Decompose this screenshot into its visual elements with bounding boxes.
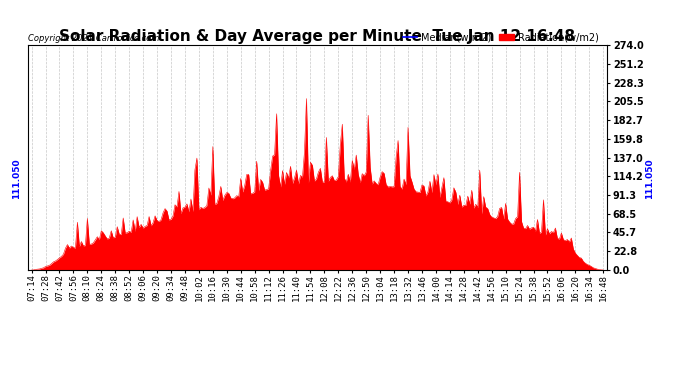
Text: 111.050: 111.050 <box>12 159 21 199</box>
Legend: Median(w/m2), Radiation(w/m2): Median(w/m2), Radiation(w/m2) <box>399 28 602 46</box>
Text: 111.050: 111.050 <box>645 159 654 199</box>
Title: Solar Radiation & Day Average per Minute  Tue Jan 12 16:48: Solar Radiation & Day Average per Minute… <box>59 29 575 44</box>
Text: Copyright 2021 Cartronics.com: Copyright 2021 Cartronics.com <box>28 34 159 43</box>
